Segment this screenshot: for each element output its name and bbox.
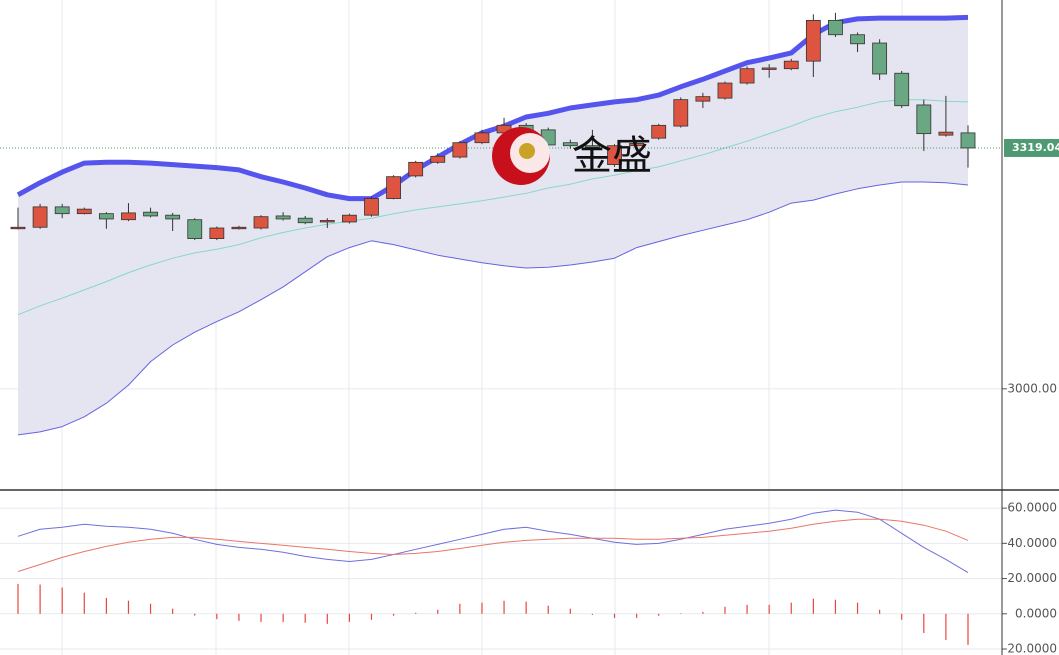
y-tick-label: 0.0000 [1015, 606, 1057, 620]
logo-ball [519, 143, 535, 159]
indicator-line [17, 509, 969, 574]
candle-body [297, 217, 313, 224]
candle-body [165, 214, 181, 220]
y-tick-label: 40.0000 [1007, 536, 1057, 550]
candle-body [187, 219, 203, 239]
middle-band-line [17, 99, 969, 316]
candle-body [430, 155, 446, 163]
candle-body [143, 211, 158, 217]
watermark-text: 金盛 [572, 133, 652, 179]
last-price-label: 3319.040 [1012, 141, 1059, 154]
candle-body [209, 227, 225, 239]
band-area [18, 17, 968, 435]
lower-band-line [17, 181, 969, 436]
candle-body [452, 142, 468, 158]
candle-body [54, 206, 70, 215]
candle-body [960, 132, 976, 149]
candle-body [916, 104, 932, 135]
candle-body [121, 212, 136, 221]
candle-body [585, 145, 600, 148]
candle-body [894, 72, 910, 107]
y-tick-label: 3000.00 [1007, 381, 1057, 395]
plot-layer: 3000.00 60.0000 40.0000 20.0000 0.0000 -20.00… [0, 12, 1057, 655]
watermark-logo: 金盛 [492, 127, 652, 185]
candle-body [76, 208, 92, 215]
candle-body [474, 132, 490, 144]
candle-body [319, 220, 335, 223]
candle-body [364, 198, 379, 216]
candle-body [828, 19, 843, 36]
candle-body [10, 226, 26, 230]
candle-body [629, 143, 645, 147]
candle-body [651, 124, 667, 139]
candle-body [253, 216, 269, 229]
candle-body [607, 145, 622, 165]
candle-body [850, 34, 865, 45]
candle-body [761, 67, 777, 70]
candle-body [673, 99, 689, 127]
candle-body [341, 214, 357, 223]
candle-body [32, 206, 48, 228]
candle-body [562, 142, 578, 147]
y-tick-label: -20.0000 [1003, 642, 1057, 655]
candle-body [717, 82, 733, 99]
candle-body [938, 131, 954, 136]
candle-body [408, 161, 424, 177]
indicator-line [17, 518, 969, 572]
candle-body [231, 226, 247, 230]
last-price-box [1004, 138, 1059, 157]
candle-body [386, 176, 401, 199]
candle-body [805, 19, 821, 62]
candle-body [783, 60, 799, 70]
candle-body [98, 213, 114, 220]
candle-body [872, 42, 888, 75]
candle-body [739, 68, 755, 84]
candle-body [275, 215, 291, 220]
candle-body [695, 96, 711, 102]
y-tick-label: 60.0000 [1007, 501, 1057, 515]
y-tick-label: 20.0000 [1007, 571, 1057, 585]
